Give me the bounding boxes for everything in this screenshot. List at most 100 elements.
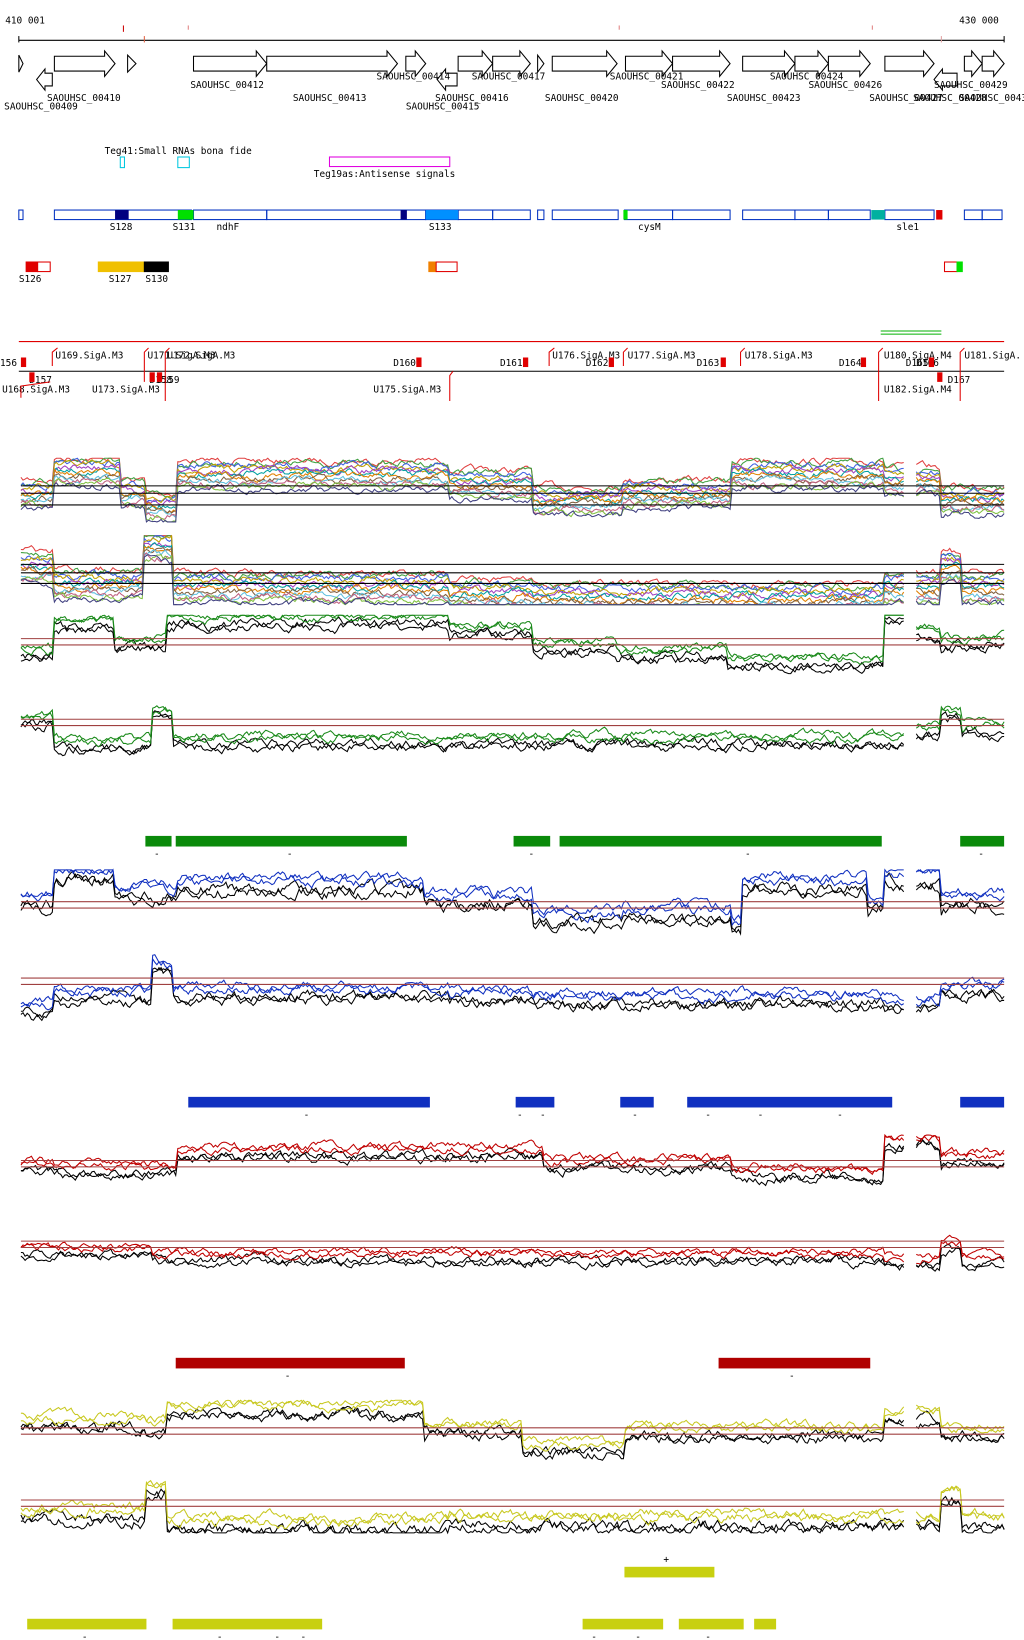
- gene-arrow: [53, 49, 116, 78]
- feature-fill: [400, 210, 407, 220]
- expression-profile: [20, 1488, 1005, 1535]
- promoter-mark: [937, 372, 943, 382]
- promoter-label: 156: [0, 358, 17, 369]
- feature-fill: [425, 210, 459, 220]
- gene-arrow: [457, 49, 494, 78]
- promoter-mark: [156, 372, 163, 382]
- feature-fill: [936, 210, 943, 220]
- region-bar: [175, 1357, 405, 1369]
- expression-profile: [20, 1488, 1005, 1535]
- small-rna-box: [119, 156, 125, 169]
- expression-profile: [20, 1479, 1005, 1530]
- gene-arrow: [492, 49, 531, 78]
- region-sign: -: [154, 849, 160, 860]
- expression-profile: [20, 870, 1005, 935]
- region-sign: -: [217, 1632, 223, 1640]
- promoter-label: U181.SigA.: [964, 350, 1021, 361]
- gene-label: SAOUHSC_0043: [959, 93, 1024, 104]
- feature-box: [623, 209, 674, 221]
- expression-profile: [20, 1133, 1005, 1174]
- gene-arrow: [127, 53, 137, 74]
- feature-label: S126: [19, 274, 42, 285]
- gene-arrow: [624, 49, 674, 78]
- feature-box: [551, 209, 619, 221]
- expression-profile: [20, 1139, 1005, 1186]
- gene-label: SAOUHSC_00415: [406, 101, 480, 112]
- promoter-bracket: [622, 347, 628, 366]
- feature-box: [742, 209, 796, 221]
- region-bar: [515, 1096, 555, 1108]
- region-bar: [718, 1357, 871, 1369]
- region-sign: -: [837, 1110, 843, 1121]
- gene-arrow: [672, 49, 731, 78]
- promoter-label: U169.SigA.M3: [55, 350, 123, 361]
- feature-box: [981, 209, 1003, 221]
- promoter-label: U172.SigA.M3: [167, 350, 235, 361]
- gene-arrow: [18, 54, 24, 73]
- region-sign: -: [635, 1632, 641, 1640]
- promoter-label: D161: [500, 358, 523, 369]
- region-sign: -: [82, 1632, 88, 1640]
- region-sign: -: [758, 1110, 764, 1121]
- promoter-mark: [522, 357, 529, 368]
- promoter-bracket: [51, 347, 58, 366]
- feature-box: [192, 209, 268, 221]
- expression-profile: [20, 966, 1005, 1022]
- expression-profile: [20, 614, 1005, 663]
- expression-profile: [20, 477, 1005, 520]
- region-sign: -: [287, 849, 293, 860]
- expression-profile: [20, 868, 1005, 922]
- promoter-mark: [608, 357, 614, 368]
- region-bar: [175, 835, 407, 847]
- promoter-label: D166: [916, 358, 939, 369]
- promoter-mark: [720, 357, 726, 368]
- promoter-bracket: [449, 370, 454, 401]
- promoter-label: D157: [29, 375, 52, 386]
- expression-profile: [20, 1406, 1005, 1457]
- gene-arrow: [963, 49, 983, 78]
- gene-arrow: [884, 49, 935, 78]
- antisense-label: Teg19as:Antisense signals: [314, 169, 456, 180]
- region-bar: [754, 1618, 777, 1630]
- promoter-label: D162: [586, 358, 609, 369]
- promoter-bracket: [20, 381, 51, 398]
- expression-profile: [20, 1245, 1005, 1272]
- promoter-label: D164: [839, 358, 862, 369]
- promoter-label: U182.SigA.M4: [884, 384, 952, 395]
- expression-profile: [20, 1234, 1005, 1260]
- promoter-mark: [416, 357, 422, 368]
- promoter-label: U168.SigA.M3: [2, 384, 70, 395]
- region-sign: -: [591, 1632, 597, 1640]
- feature-box: [884, 209, 935, 221]
- region-sign: -: [274, 1632, 280, 1640]
- expression-profile: [20, 705, 1005, 744]
- region-sign: -: [304, 1110, 310, 1121]
- expression-profile: [20, 1480, 1005, 1527]
- promoter-bracket: [959, 347, 965, 401]
- gene-arrow: [192, 49, 268, 78]
- feature-box: [537, 209, 545, 221]
- feature-box: [492, 209, 531, 221]
- promoter-label: U176.SigA.M3: [552, 350, 620, 361]
- region-bar: [687, 1096, 893, 1108]
- small-rna-box: [177, 156, 190, 169]
- expression-profile: [20, 467, 1005, 511]
- region-sign: -: [529, 849, 535, 860]
- gene-label: SAOUHSC_00413: [293, 93, 367, 104]
- region-sign: -: [705, 1110, 711, 1121]
- gene-arrow: [537, 53, 545, 74]
- gene-arrow: [742, 49, 796, 78]
- expression-profile: [20, 872, 1005, 936]
- gene-label: SAOUHSC_00426: [809, 80, 883, 91]
- region-sign: -: [517, 1110, 523, 1121]
- feature-fill: [25, 261, 39, 273]
- gene-arrow: [933, 67, 958, 92]
- region-sign: -: [540, 1110, 546, 1121]
- antisense-box: [328, 156, 451, 168]
- feature-box: [457, 209, 494, 221]
- gene-arrow: [794, 49, 830, 78]
- expression-profile: [20, 1399, 1005, 1447]
- gene-label: SAOUHSC_00428: [913, 93, 987, 104]
- region-bar: [27, 1618, 147, 1630]
